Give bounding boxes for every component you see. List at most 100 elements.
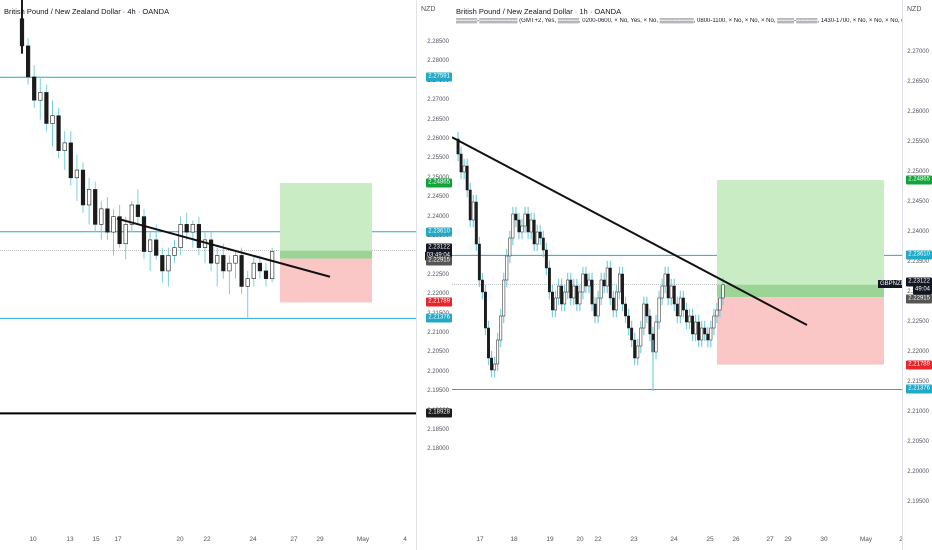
time-label: 13 <box>66 536 74 543</box>
candle-body <box>596 297 600 317</box>
candle-body <box>520 225 524 233</box>
candle-body <box>160 255 165 272</box>
time-label: 15 <box>92 536 100 543</box>
candle-body <box>584 273 588 287</box>
candle-body <box>532 219 536 245</box>
price-tag: 2.21789 <box>906 360 932 370</box>
candle-body <box>233 255 238 264</box>
time-label: 26 <box>732 536 740 543</box>
candle-body <box>706 333 710 341</box>
candle-body <box>263 270 269 279</box>
candle-body <box>484 291 487 329</box>
candle-body <box>633 339 637 359</box>
price-tick: 2.21000 <box>427 330 449 336</box>
price-tick: 2.22000 <box>427 291 449 298</box>
price-tick: 2.20000 <box>907 469 929 475</box>
candle-body <box>99 208 104 225</box>
price-tag: 2.23122 <box>426 243 452 253</box>
candle-body <box>56 115 61 151</box>
trendline <box>452 136 808 326</box>
time-label: 18 <box>510 536 518 543</box>
candle-body <box>227 262 232 272</box>
candle-body <box>154 239 159 256</box>
candle-body <box>459 153 463 173</box>
candle-body <box>87 189 92 206</box>
candle-body <box>517 219 521 233</box>
candle-body <box>627 315 631 329</box>
candle-body <box>209 239 214 264</box>
price-tick: 2.20500 <box>907 439 929 445</box>
candle-body <box>590 279 594 305</box>
candle-body <box>599 279 603 299</box>
price-chart-1h[interactable] <box>452 0 902 550</box>
candle-body <box>608 267 612 299</box>
candle-body <box>605 267 609 287</box>
candle-body <box>74 169 79 179</box>
candle-body <box>80 169 86 206</box>
time-label: 24 <box>670 536 678 543</box>
indicator-legend[interactable]: ▒▒▒▒▒-▒▒▒▒▒▒▒▒▒ (GMT+2, Yes, ▒▒▒▒▒, 0200… <box>456 18 904 24</box>
price-chart-4h[interactable] <box>0 0 416 550</box>
candle-body <box>578 291 582 305</box>
chart-pane-4h[interactable]: British Pound / New Zealand Dollar · 4h … <box>0 0 416 550</box>
time-label: 27 <box>766 536 774 543</box>
time-label: 19 <box>546 536 554 543</box>
chart-pane-1h[interactable]: British Pound / New Zealand Dollar · 1h … <box>452 0 908 550</box>
take-profit-zone <box>717 180 884 298</box>
time-label: May <box>356 536 370 543</box>
candle-body <box>709 327 713 341</box>
candle-body <box>554 297 557 311</box>
candle-body <box>547 267 551 293</box>
chart-title-1h: British Pound / New Zealand Dollar · 1h … <box>456 7 622 16</box>
price-tick: 2.20000 <box>427 368 449 375</box>
candle-body <box>700 327 704 341</box>
candle-body <box>630 327 634 341</box>
time-label: 22 <box>203 536 211 543</box>
candle-body <box>660 285 664 299</box>
price-tag: 2.18928 <box>426 408 452 418</box>
candle-body <box>672 285 676 305</box>
candle-body <box>572 285 576 299</box>
price-tick: 2.25500 <box>907 139 929 145</box>
price-tag: 2.21376 <box>906 384 932 394</box>
currency-label: NZD <box>907 6 922 13</box>
price-tick: 2.19500 <box>907 499 929 505</box>
candle-body <box>239 255 244 287</box>
price-tick: 2.26500 <box>907 79 929 85</box>
time-label: 27 <box>290 536 298 543</box>
candle-body <box>593 303 597 317</box>
candle-body <box>523 213 527 227</box>
time-label: 17 <box>476 536 484 543</box>
symbol-label: GBPNZD <box>878 279 908 288</box>
entry-zone <box>717 284 884 298</box>
candle-body <box>487 327 490 359</box>
candle-body <box>117 216 122 245</box>
price-tick: 2.26000 <box>907 109 929 115</box>
candle-body <box>639 327 643 347</box>
candle-body <box>172 247 177 256</box>
price-tag: 2.24865 <box>906 175 932 185</box>
price-tick: 2.22500 <box>427 271 449 278</box>
candle-body <box>511 213 515 239</box>
candle-body <box>502 279 506 317</box>
time-label: 24 <box>249 536 257 543</box>
candle-body <box>514 213 518 221</box>
candle-body <box>624 303 627 317</box>
candle-body <box>636 345 640 359</box>
candle-body <box>663 273 667 287</box>
candle-body <box>190 224 195 233</box>
candle-body <box>669 285 673 299</box>
price-tick: 2.24500 <box>907 199 929 205</box>
candle-body <box>544 249 548 269</box>
price-tag: 2.27591 <box>426 72 452 82</box>
candle-body <box>251 262 256 279</box>
price-tag: 2.21376 <box>426 313 452 323</box>
price-tick: 2.25000 <box>427 175 449 181</box>
price-tick: 2.19500 <box>427 388 449 395</box>
time-label: 20 <box>176 536 184 543</box>
price-axis-1h[interactable]: NZD 2.27000 2.26500 2.26000 2.25500 2.25000 2… <box>902 0 932 550</box>
price-axis-4h[interactable]: NZD 2.285002.280002.275002.270002.265002… <box>416 0 453 550</box>
time-label: May <box>859 536 873 543</box>
price-tag: 2.23610 <box>906 250 932 260</box>
candle-body <box>38 92 43 101</box>
